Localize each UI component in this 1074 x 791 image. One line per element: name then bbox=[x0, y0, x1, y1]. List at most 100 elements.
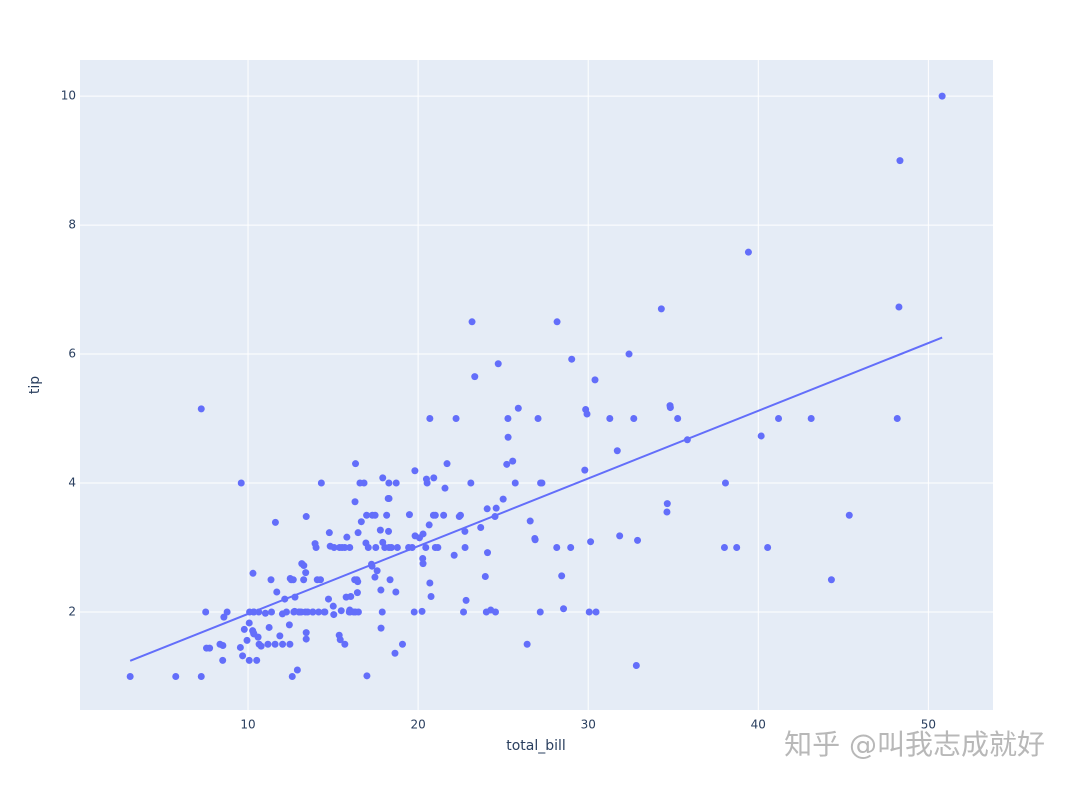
point bbox=[468, 318, 476, 326]
point bbox=[257, 642, 265, 650]
point bbox=[197, 672, 205, 680]
point bbox=[255, 608, 263, 616]
point bbox=[511, 479, 519, 487]
point bbox=[553, 318, 561, 326]
point bbox=[582, 406, 590, 414]
point bbox=[483, 505, 491, 513]
point bbox=[346, 544, 354, 551]
point bbox=[616, 532, 624, 540]
point bbox=[492, 504, 500, 512]
point bbox=[268, 608, 276, 616]
point bbox=[302, 569, 310, 577]
point bbox=[353, 589, 361, 597]
point bbox=[245, 656, 253, 664]
point bbox=[398, 640, 406, 648]
point bbox=[338, 544, 346, 551]
point bbox=[591, 376, 599, 384]
point bbox=[536, 608, 544, 616]
point bbox=[271, 518, 279, 526]
point bbox=[281, 595, 289, 603]
point bbox=[425, 521, 433, 529]
x-tick-label: 20 bbox=[410, 718, 425, 732]
point bbox=[938, 92, 946, 100]
point bbox=[172, 672, 180, 680]
point bbox=[419, 554, 427, 562]
point bbox=[630, 415, 638, 423]
point bbox=[523, 640, 531, 648]
point bbox=[427, 593, 435, 601]
point bbox=[379, 538, 387, 546]
point bbox=[845, 511, 853, 519]
point bbox=[477, 524, 485, 532]
point bbox=[895, 303, 903, 311]
point bbox=[482, 608, 490, 616]
y-tick-label: 6 bbox=[68, 347, 76, 361]
point bbox=[499, 495, 507, 503]
point bbox=[896, 157, 904, 165]
point bbox=[317, 479, 325, 487]
point bbox=[363, 511, 371, 519]
point bbox=[504, 415, 512, 423]
point bbox=[302, 635, 310, 643]
point bbox=[295, 608, 303, 616]
point bbox=[491, 513, 499, 521]
point bbox=[352, 460, 360, 468]
x-tick-label: 10 bbox=[240, 718, 255, 732]
point bbox=[462, 596, 470, 604]
point bbox=[385, 527, 393, 535]
point bbox=[392, 479, 400, 487]
point bbox=[461, 527, 469, 535]
point bbox=[206, 644, 214, 652]
point bbox=[289, 576, 297, 584]
point bbox=[504, 433, 512, 441]
point bbox=[253, 656, 261, 664]
point bbox=[733, 544, 741, 551]
point bbox=[509, 457, 517, 465]
y-tick-label: 2 bbox=[68, 604, 76, 618]
point bbox=[391, 649, 399, 657]
point bbox=[246, 608, 254, 616]
point bbox=[202, 608, 210, 616]
point bbox=[481, 573, 489, 581]
point bbox=[363, 672, 371, 680]
point bbox=[385, 479, 393, 487]
point bbox=[304, 608, 312, 616]
point bbox=[526, 517, 534, 525]
point bbox=[341, 640, 349, 648]
point bbox=[467, 479, 475, 487]
x-axis-title: total_bill bbox=[506, 738, 566, 754]
point bbox=[245, 619, 253, 627]
point bbox=[720, 544, 728, 551]
point bbox=[613, 447, 621, 455]
point bbox=[592, 608, 600, 616]
y-tick-label: 10 bbox=[61, 89, 76, 103]
point bbox=[384, 494, 392, 502]
point bbox=[286, 640, 294, 648]
point bbox=[325, 529, 333, 537]
point bbox=[267, 576, 275, 584]
point bbox=[373, 567, 381, 575]
point bbox=[415, 534, 423, 542]
point bbox=[350, 608, 358, 616]
point bbox=[243, 636, 251, 644]
point bbox=[410, 608, 418, 616]
point bbox=[264, 640, 272, 648]
x-tick-label: 50 bbox=[921, 718, 936, 732]
point bbox=[377, 624, 385, 632]
x-tick-label: 40 bbox=[751, 718, 766, 732]
point bbox=[423, 479, 431, 487]
point bbox=[534, 415, 542, 423]
point bbox=[634, 536, 642, 544]
watermark: 知乎 @叫我志成就好 bbox=[784, 728, 1045, 761]
point bbox=[378, 608, 386, 616]
point bbox=[288, 672, 296, 680]
point bbox=[744, 248, 752, 256]
point bbox=[392, 588, 400, 596]
point bbox=[376, 526, 384, 534]
point bbox=[426, 579, 434, 587]
point bbox=[757, 432, 765, 440]
point bbox=[553, 544, 561, 551]
point bbox=[657, 305, 665, 313]
point bbox=[426, 415, 434, 423]
